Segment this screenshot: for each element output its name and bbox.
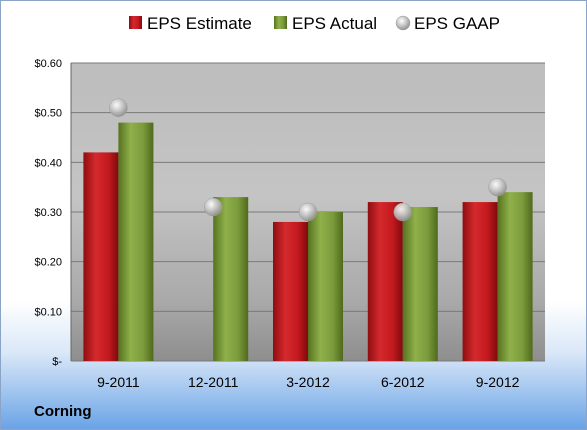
legend-swatch-eps-actual (274, 16, 287, 29)
marker-eps-gaap-9-2012 (488, 177, 507, 197)
marker-eps-gaap-12-2011 (203, 197, 223, 217)
y-axis: $0.60 $0.50 $0.40 $0.30 $0.20 $0.10 $- (34, 58, 72, 368)
company-name: Corning (34, 403, 92, 420)
bar-eps-actual-9-2011 (118, 122, 154, 361)
legend-label-eps-actual: EPS Actual (292, 14, 377, 33)
chart-legend: EPS Estimate EPS Actual EPS GAAP (129, 14, 500, 33)
y-tick-label: $- (52, 356, 62, 368)
x-tick-label: 9-2011 (97, 374, 140, 390)
bar-eps-estimate-3-2012 (273, 221, 308, 361)
marker-eps-gaap-3-2012 (298, 202, 318, 222)
gaap-markers (109, 98, 507, 222)
x-tick-label: 9-2012 (476, 374, 520, 390)
bar-eps-estimate-9-2012 (462, 202, 498, 361)
bar-eps-estimate-6-2012 (367, 202, 403, 361)
legend-label-eps-estimate: EPS Estimate (147, 14, 252, 33)
bar-eps-actual-6-2012 (402, 207, 438, 361)
legend-swatch-eps-estimate (129, 16, 142, 29)
y-tick-label: $0.40 (34, 157, 62, 169)
bars (83, 122, 533, 361)
legend-swatch-eps-gaap (395, 15, 411, 31)
y-tick-label: $0.30 (34, 207, 62, 219)
bar-eps-actual-3-2012 (308, 212, 343, 361)
x-tick-label: 6-2012 (381, 374, 425, 390)
x-tick-label: 3-2012 (286, 374, 330, 390)
x-tick-label: 12-2011 (188, 374, 239, 390)
y-tick-label: $0.10 (34, 306, 62, 318)
y-tick-label: $0.50 (34, 108, 62, 120)
legend-label-eps-gaap: EPS GAAP (414, 14, 500, 33)
y-tick-label: $0.60 (34, 58, 62, 70)
marker-eps-gaap-9-2011 (109, 98, 128, 117)
marker-eps-gaap-6-2012 (393, 202, 413, 222)
bar-eps-actual-12-2011 (213, 197, 249, 361)
bar-eps-actual-9-2012 (497, 192, 533, 361)
x-axis: 9-2011 12-2011 3-2012 6-2012 9-2012 (97, 374, 519, 390)
bar-eps-estimate-9-2011 (83, 152, 119, 361)
y-tick-label: $0.20 (34, 257, 62, 269)
